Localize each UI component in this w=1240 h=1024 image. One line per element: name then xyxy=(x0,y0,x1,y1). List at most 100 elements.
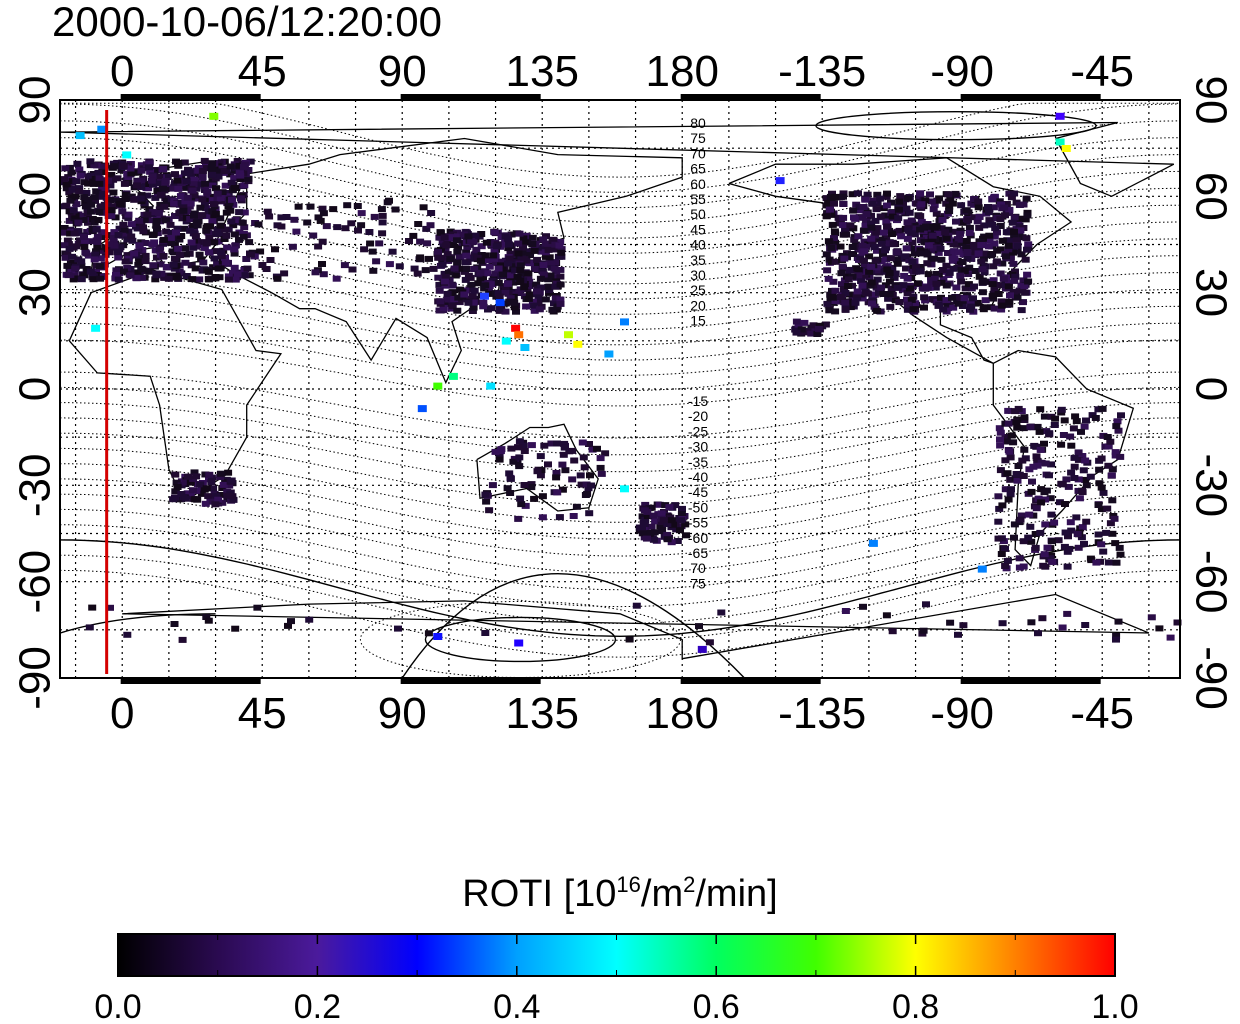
roti-cell xyxy=(224,469,233,476)
lon-tick-label-bottom: 90 xyxy=(378,689,427,738)
roti-cell xyxy=(995,505,1004,512)
roti-cell xyxy=(829,278,838,285)
roti-cell xyxy=(145,268,154,275)
roti-cell xyxy=(530,266,539,272)
roti-cell xyxy=(113,175,122,182)
roti-cell xyxy=(514,240,523,247)
roti-cell xyxy=(477,243,486,250)
roti-cell xyxy=(520,249,528,256)
roti-cell xyxy=(212,492,221,499)
roti-cell xyxy=(967,200,976,207)
roti-cell xyxy=(1080,540,1088,547)
roti-cell xyxy=(841,299,850,306)
roti-cell xyxy=(928,232,937,239)
colorbar-tick-label: 0.0 xyxy=(94,988,141,1024)
roti-cell xyxy=(360,246,369,253)
roti-cell xyxy=(438,261,447,268)
roti-cell xyxy=(77,258,86,265)
roti-cell xyxy=(120,268,128,275)
roti-cell xyxy=(831,308,840,315)
lat-tick-label-right: 90 xyxy=(1186,76,1235,125)
roti-cell xyxy=(984,204,992,210)
roti-cell xyxy=(839,222,848,229)
roti-cell xyxy=(127,193,136,200)
roti-cell xyxy=(1094,502,1103,508)
roti-cell xyxy=(468,255,477,262)
roti-cell xyxy=(86,268,95,275)
roti-cell-elevated xyxy=(977,565,987,573)
roti-cell xyxy=(984,209,993,216)
roti-cell xyxy=(1111,540,1120,547)
roti-cell xyxy=(901,253,910,260)
roti-cell xyxy=(949,304,958,311)
roti-cell xyxy=(82,190,91,196)
roti-cell xyxy=(506,475,515,482)
roti-cell xyxy=(1082,482,1091,489)
roti-cell xyxy=(980,269,989,276)
lat-tick-label-left: 60 xyxy=(11,172,60,221)
lon-tick-label-top: -45 xyxy=(1070,47,1134,96)
roti-cell xyxy=(828,190,836,197)
roti-cell xyxy=(845,267,854,274)
roti-cell xyxy=(454,233,462,240)
roti-cell xyxy=(682,532,690,539)
roti-cell xyxy=(894,215,903,222)
roti-cell xyxy=(474,280,483,287)
roti-cell xyxy=(975,213,984,220)
roti-cell xyxy=(106,197,115,203)
roti-cell xyxy=(224,273,233,280)
roti-cell xyxy=(544,246,553,253)
roti-cell xyxy=(229,270,237,277)
roti-cell xyxy=(482,239,491,246)
roti-cell xyxy=(510,304,519,311)
roti-cell xyxy=(505,298,514,305)
roti-cell xyxy=(88,604,97,611)
roti-cell xyxy=(479,299,488,306)
roti-cell xyxy=(1112,423,1121,430)
roti-cell xyxy=(65,208,74,215)
roti-cell xyxy=(462,266,471,272)
roti-cell xyxy=(1023,212,1032,219)
roti-cell xyxy=(88,226,97,232)
roti-cell xyxy=(242,256,251,262)
roti-cell xyxy=(649,536,658,543)
roti-cell xyxy=(539,271,548,278)
roti-cell xyxy=(527,442,536,449)
roti-cell xyxy=(873,276,882,283)
roti-cell xyxy=(705,639,714,646)
roti-cell xyxy=(860,248,869,255)
roti-cell xyxy=(509,458,518,465)
roti-cell xyxy=(1057,441,1066,448)
roti-cell xyxy=(976,238,985,245)
roti-cell xyxy=(77,276,86,283)
roti-cell xyxy=(519,244,527,251)
roti-cell xyxy=(1025,511,1034,518)
contour-label: 75 xyxy=(690,130,706,146)
roti-cell xyxy=(189,195,198,202)
roti-cell xyxy=(858,282,867,289)
roti-cell xyxy=(1005,279,1013,286)
roti-cell xyxy=(228,196,236,203)
roti-cell xyxy=(109,189,118,196)
roti-cell xyxy=(1019,299,1027,306)
roti-cell xyxy=(107,207,116,214)
roti-cell xyxy=(649,512,658,519)
roti-cell xyxy=(550,300,558,307)
contour-label: 40 xyxy=(690,237,706,253)
roti-cell xyxy=(844,276,853,283)
roti-cell xyxy=(534,299,543,306)
roti-cell xyxy=(1036,529,1045,536)
roti-cell xyxy=(942,282,951,289)
roti-cell xyxy=(366,240,375,247)
roti-cell xyxy=(1010,534,1018,541)
roti-cell-elevated xyxy=(564,331,573,339)
roti-cell xyxy=(450,265,459,272)
roti-cell xyxy=(956,294,965,301)
roti-cell xyxy=(424,630,433,637)
roti-cell-elevated xyxy=(501,337,511,345)
roti-cell xyxy=(996,216,1005,223)
roti-cell xyxy=(231,625,240,632)
roti-cell xyxy=(197,490,206,497)
plot-frame xyxy=(59,99,1181,679)
roti-cell xyxy=(647,523,656,530)
